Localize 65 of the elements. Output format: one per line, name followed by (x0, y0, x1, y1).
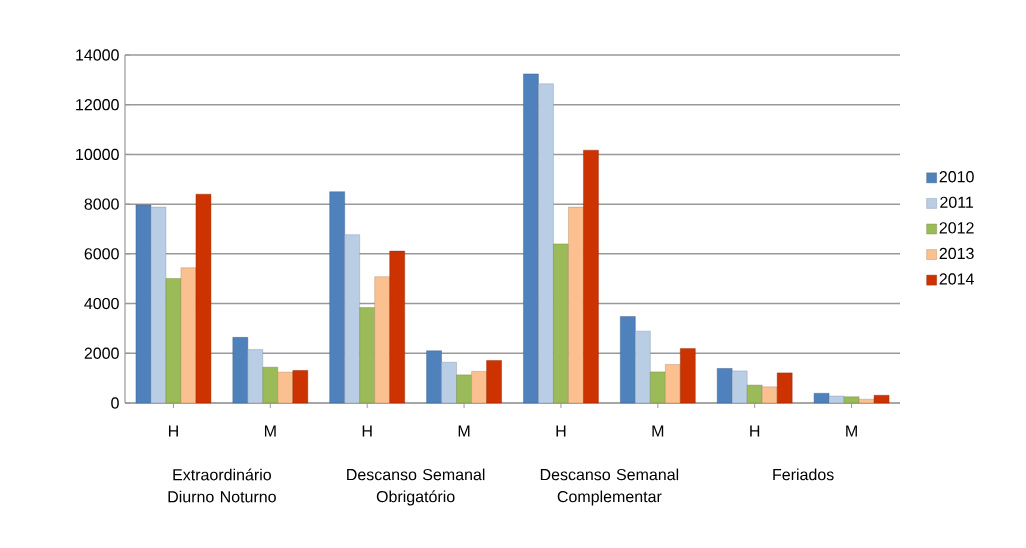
text: Descanso Semanal Obrigatório (347, 468, 485, 506)
bar (262, 367, 279, 404)
bar (426, 350, 442, 404)
bar (746, 384, 763, 404)
bar (471, 371, 487, 404)
bar (456, 374, 472, 404)
bar (165, 278, 182, 404)
bar (665, 364, 681, 404)
bar (277, 371, 294, 404)
y-tick-label: 2000 (84, 347, 119, 359)
y-tick-label: 0 (111, 397, 119, 409)
x-tick-label: H (556, 425, 566, 437)
legend-label: 2014 (939, 273, 974, 285)
bar (247, 349, 264, 404)
bar (583, 149, 599, 404)
bar (553, 243, 569, 404)
text: Descanso Semanal Complementar (540, 468, 679, 506)
bar (329, 191, 345, 404)
bar (635, 330, 651, 404)
x-tick-label: H (750, 425, 760, 437)
bar (813, 393, 830, 404)
bar (180, 267, 197, 404)
bar (650, 371, 666, 404)
bar (135, 204, 152, 404)
bar (441, 362, 457, 404)
bar (731, 370, 748, 404)
y-tick-label: 6000 (84, 248, 119, 260)
bar (538, 83, 554, 404)
text: Feriados (773, 468, 834, 481)
y-tick-label: 10000 (76, 148, 119, 161)
bar (776, 372, 793, 404)
legend-label: 2011 (940, 196, 974, 208)
x-tick-label: M (846, 425, 857, 437)
bar (716, 368, 733, 404)
x-tick-label: M (264, 425, 276, 437)
x-tick-label: M (652, 425, 664, 437)
bar (344, 234, 360, 404)
x-tick-label: H (168, 425, 178, 437)
text: Extraordinário Diurno Noturno (168, 468, 276, 503)
y-tick-label: 8000 (84, 198, 119, 210)
bar (389, 250, 405, 404)
y-tick-label: 4000 (84, 297, 119, 310)
bar (843, 396, 860, 404)
bar (359, 307, 375, 404)
bar (374, 276, 390, 404)
bar (620, 316, 636, 404)
bar (858, 399, 875, 404)
bar (486, 360, 502, 404)
legend-label: 2010 (939, 171, 974, 183)
legend-label: 2012 (939, 222, 974, 234)
bar (150, 206, 167, 404)
bar (568, 206, 584, 404)
bar (680, 348, 696, 404)
y-tick-label: 12000 (76, 99, 119, 111)
bar (292, 370, 309, 404)
bar (523, 73, 539, 404)
bar (873, 395, 890, 404)
legend-label: 2013 (939, 247, 974, 260)
y-tick-label: 14000 (76, 49, 119, 61)
x-tick-label: H (362, 425, 372, 437)
bar (828, 395, 845, 404)
x-tick-label: M (458, 425, 470, 437)
bar (761, 386, 778, 404)
bar (232, 337, 249, 404)
bar (195, 193, 212, 404)
